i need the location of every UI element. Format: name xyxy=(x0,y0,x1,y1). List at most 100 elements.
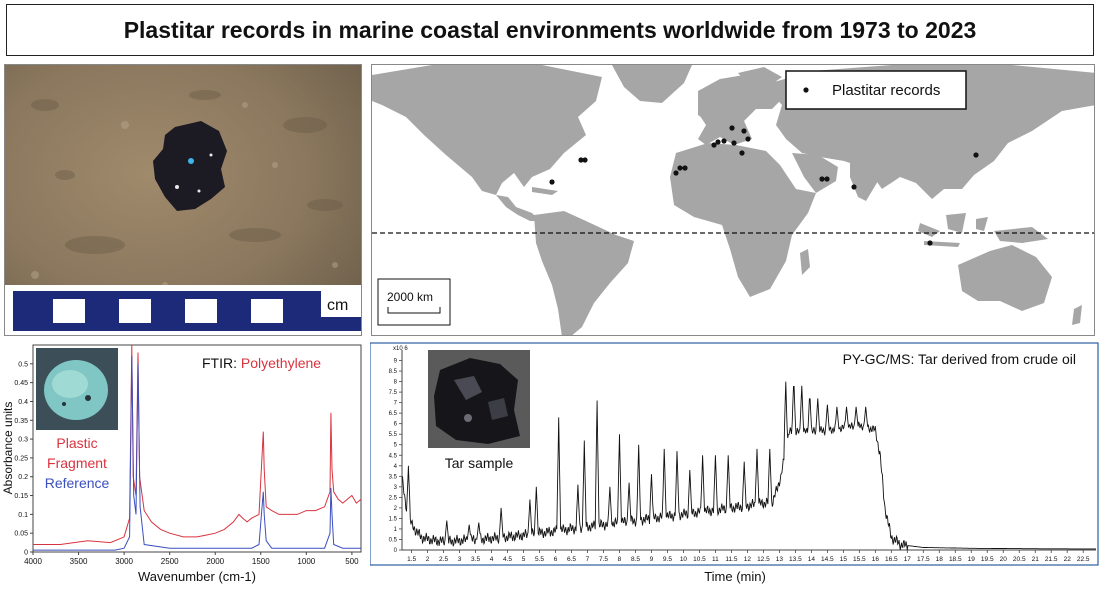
ftir-header-material: Polyethylene xyxy=(241,355,321,371)
figure-title: Plastitar records in marine coastal envi… xyxy=(123,16,977,43)
record-point xyxy=(973,152,979,158)
gcms-y-tick-label: 1.5 xyxy=(389,516,398,522)
gcms-x-tick-label: 13 xyxy=(776,556,784,563)
ftir-y-tick-label: 0.45 xyxy=(14,380,28,387)
scale-unit-label: cm xyxy=(327,297,348,314)
gcms-x-tick-label: 15 xyxy=(840,556,848,563)
gcms-chromatogram-line xyxy=(401,381,1096,551)
gcms-x-tick-label: 5 xyxy=(522,556,526,563)
plastitar-photo: cm xyxy=(5,65,361,335)
ftir-header: FTIR: Polyethylene xyxy=(202,355,321,371)
gcms-y-tick-label: 7.5 xyxy=(389,390,398,396)
ftir-y-tick-label: 0.35 xyxy=(14,418,28,425)
gcms-x-tick-label: 22 xyxy=(1064,556,1072,563)
gcms-x-tick-label: 6.5 xyxy=(567,556,576,563)
gcms-x-tick-label: 4 xyxy=(490,556,494,563)
gcms-chart: 00.511.522.533.544.555.566.577.588.59 1.… xyxy=(369,342,1099,584)
record-point xyxy=(745,136,751,142)
gcms-x-tick-label: 13.5 xyxy=(789,556,802,563)
plastitar-record-points xyxy=(549,125,979,246)
plastic-label-line1: Plastic xyxy=(56,435,97,451)
world-map-panel: Plastitar records 2000 km xyxy=(371,64,1095,336)
gcms-x-tick-label: 15.5 xyxy=(853,556,866,563)
gcms-x-tick-label: 18 xyxy=(936,556,944,563)
gcms-x-tick-label: 7 xyxy=(586,556,590,563)
ftir-series-line xyxy=(33,356,361,551)
record-point xyxy=(729,125,735,131)
gcms-header: PY-GC/MS: Tar derived from crude oil xyxy=(843,351,1076,367)
legend-label: Plastitar records xyxy=(832,82,940,99)
ftir-x-tick-label: 2500 xyxy=(161,557,179,566)
record-point xyxy=(824,176,830,182)
figure-title-box: Plastitar records in marine coastal envi… xyxy=(6,4,1094,56)
record-point xyxy=(582,157,588,163)
gcms-x-tick-label: 20 xyxy=(1000,556,1008,563)
gcms-x-tick-label: 21 xyxy=(1032,556,1040,563)
map-scalebar: 2000 km xyxy=(377,278,451,326)
gcms-x-tick-label: 1.5 xyxy=(407,556,416,563)
plastitar-fragment xyxy=(153,121,227,211)
gcms-x-tick-label: 16 xyxy=(872,556,880,563)
record-point xyxy=(682,165,688,171)
gcms-x-tick-label: 12.5 xyxy=(757,556,770,563)
ftir-header-prefix: FTIR: xyxy=(202,355,241,371)
record-point xyxy=(741,128,747,134)
ftir-y-tick-label: 0 xyxy=(24,550,28,557)
ftir-y-tick-label: 0.3 xyxy=(18,437,28,444)
gcms-x-tick-label: 8.5 xyxy=(631,556,640,563)
gcms-x-tick-label: 12 xyxy=(744,556,752,563)
gcms-y-tick-label: 4 xyxy=(394,464,398,470)
ftir-y-tick-label: 0.25 xyxy=(14,455,28,462)
gcms-y-tick-label: 4.5 xyxy=(389,453,398,459)
ftir-x-tick-label: 500 xyxy=(345,557,359,566)
ftir-y-tick-label: 0.5 xyxy=(18,361,28,368)
gcms-x-tick-label: 19 xyxy=(968,556,976,563)
gcms-y-tick-label: 7 xyxy=(394,401,398,407)
reference-label: Reference xyxy=(45,475,110,491)
record-point xyxy=(673,170,679,176)
gcms-y-tick-label: 5 xyxy=(394,443,398,449)
gcms-y-tick-label: 8 xyxy=(394,380,398,386)
gcms-x-tick-label: 14.5 xyxy=(821,556,834,563)
record-point xyxy=(927,240,933,246)
ftir-y-tick-label: 0.15 xyxy=(14,493,28,500)
gcms-x-tick-label: 14 xyxy=(808,556,816,563)
ftir-x-tick-label: 1000 xyxy=(297,557,315,566)
gcms-y-tick-label: 6.5 xyxy=(389,411,398,417)
ftir-chart: 0 0.05 0.1 0.15 0.2 0.25 0.3 0.35 0.4 0.45 0.5 400… xyxy=(1,344,362,584)
ftir-x-tick-label: 4000 xyxy=(24,557,42,566)
gcms-y-tick-label: 3 xyxy=(394,485,398,491)
ftir-x-tick-label: 3500 xyxy=(70,557,88,566)
gcms-xlabel: Time (min) xyxy=(704,569,766,584)
gcms-y-tick-label: 1 xyxy=(394,527,398,533)
gcms-x-tick-label: 9.5 xyxy=(663,556,672,563)
gcms-x-tick-label: 21.5 xyxy=(1045,556,1058,563)
gcms-x-tick-label: 9 xyxy=(650,556,654,563)
gcms-y-tick-label: 2.5 xyxy=(389,495,398,501)
ftir-y-tick-label: 0.1 xyxy=(18,512,28,519)
record-point xyxy=(721,138,727,144)
gcms-x-tick-label: 22.5 xyxy=(1077,556,1090,563)
plastitar-photo-panel: cm xyxy=(4,64,362,336)
gcms-y-tick-label: 0.5 xyxy=(389,537,398,543)
tar-sample-inset xyxy=(428,350,530,448)
record-point xyxy=(677,165,683,171)
gcms-x-tick-label: 17 xyxy=(904,556,912,563)
gcms-x-tick-label: 2.5 xyxy=(439,556,448,563)
gcms-x-tick-label: 11.5 xyxy=(725,556,738,563)
gcms-y-tick-label: 0 xyxy=(394,548,398,554)
ftir-x-tick-label: 3000 xyxy=(115,557,133,566)
gcms-x-tick-label: 6 xyxy=(554,556,558,563)
gcms-y-tick-label: 3.5 xyxy=(389,474,398,480)
gcms-x-tick-label: 17.5 xyxy=(917,556,930,563)
ftir-y-tick-label: 0.4 xyxy=(18,399,28,406)
map-legend: Plastitar records xyxy=(785,70,967,110)
scalebar-label: 2000 km xyxy=(387,290,433,304)
gcms-x-tick-label: 19.5 xyxy=(981,556,994,563)
record-point xyxy=(851,184,857,190)
record-point xyxy=(549,179,555,185)
record-point xyxy=(731,140,737,146)
gcms-chart-panel: 0 0.5 1 1.5 2 2.5 3 3.5 4 4.5 5 5.5 6 6.5 7 7.5 8 8.5 9 1.… xyxy=(369,340,1100,587)
ftir-y-tick-label: 0.05 xyxy=(14,531,28,538)
ftir-xlabel: Wavenumber (cm-1) xyxy=(138,569,256,584)
